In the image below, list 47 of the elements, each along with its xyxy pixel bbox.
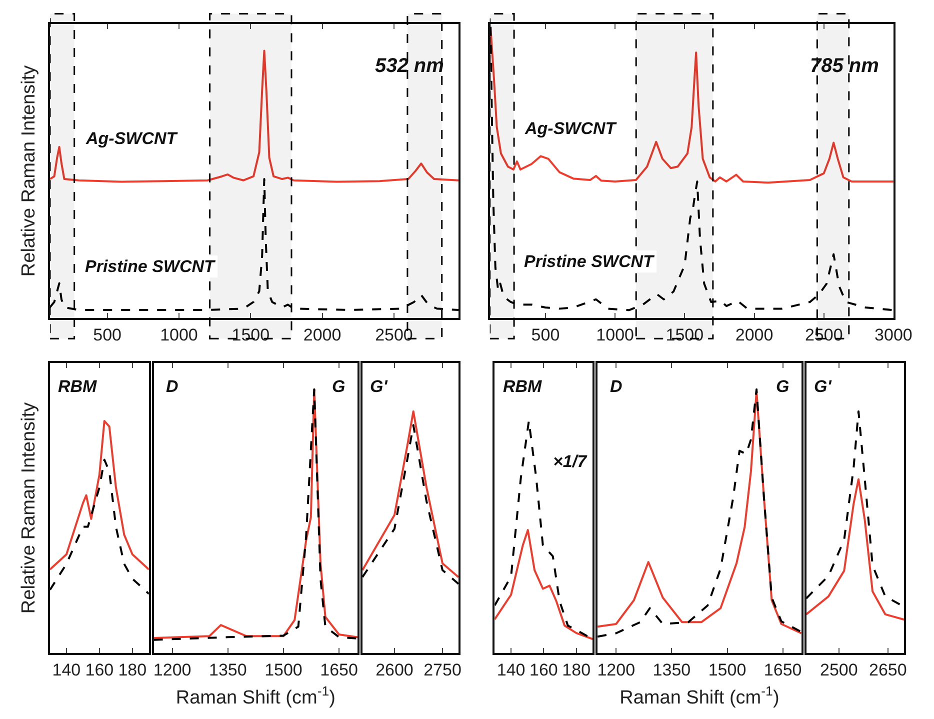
x-tick-label: 2650 [868,660,907,680]
x-tick-label: 1200 [597,660,636,680]
series-label: Ag-SWCNT [85,129,178,148]
text: G' [814,377,832,396]
annotation: D [610,377,622,396]
x-tick-label: 2000 [303,325,342,344]
y-axis-title: Relative Raman Intensity [18,64,40,277]
y-axis-title: Relative Raman Intensity [18,402,40,614]
x-tick-label: 1000 [596,325,634,344]
x-tick-label: 1500 [666,325,704,344]
x-tick-label: 1000 [160,325,198,344]
x-tick-label: 2750 [424,660,462,680]
x-tick-label: 2500 [375,325,413,344]
x-tick-label: 1650 [764,660,802,680]
series-label: Pristine SWCNT [85,257,216,276]
annotation: G [332,377,346,396]
annotation: ×1/7 [553,452,588,471]
x-axis-title: Raman Shift (cm$^{-1}$) [620,684,780,709]
annotation: 532 nm [375,55,444,77]
x-tick-label: 1350 [652,660,691,680]
series-label: Pristine SWCNT [524,252,656,271]
x-tick-label: 1500 [708,660,746,680]
text: G' [370,377,388,396]
x-tick-label: 160 [85,660,114,680]
text: RBM [503,377,543,396]
x-tick-label: 500 [93,325,122,344]
annotation: G [776,377,790,396]
x-tick-label: 2500 [820,660,858,680]
x-tick-label: 1200 [153,660,192,680]
text: RBM [58,377,98,396]
series-label: Ag-SWCNT [524,119,618,138]
annotation: 785 nm [810,55,879,77]
x-tick-label: 2600 [376,660,414,680]
x-tick-label: 180 [562,660,591,680]
x-axis-title: Raman Shift (cm$^{-1}$) [176,684,336,709]
x-tick-label: 1650 [320,660,358,680]
x-tick-label: 160 [530,660,558,680]
x-tick-label: 1500 [264,660,302,680]
x-tick-label: 1350 [208,660,247,680]
annotation: D [166,377,178,396]
x-tick-label: 180 [118,660,147,680]
x-tick-label: 2000 [735,325,774,344]
x-tick-label: 3000 [874,325,912,344]
x-tick-label: 140 [52,660,81,680]
x-tick-label: 1500 [232,325,270,344]
x-tick-label: 500 [531,325,560,344]
x-tick-label: 140 [496,660,526,680]
